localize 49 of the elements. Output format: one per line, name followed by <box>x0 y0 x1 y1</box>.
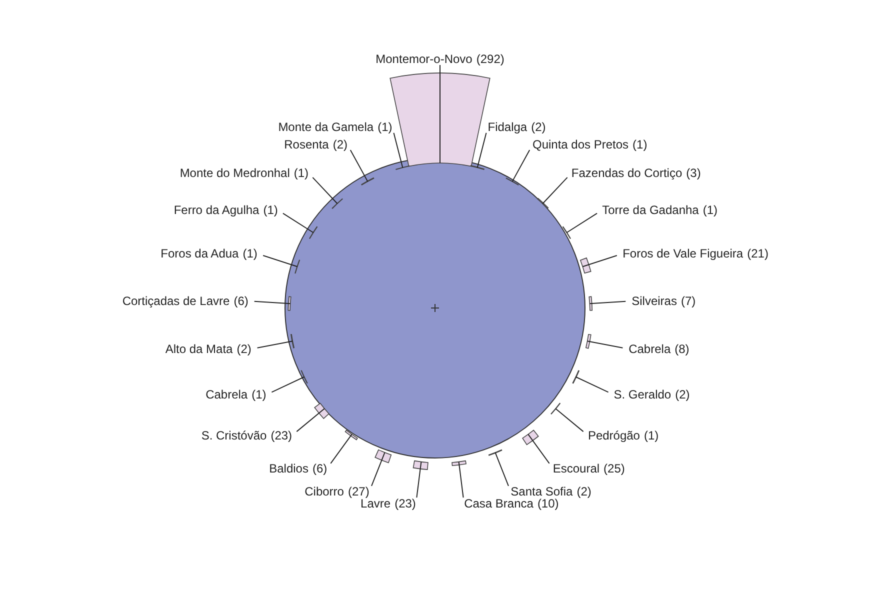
category-label: Silveiras <box>632 294 677 308</box>
data-label: (6) <box>312 461 328 476</box>
category-label: Ferro da Agulha <box>174 203 260 218</box>
data-label: (1) <box>294 166 309 180</box>
data-label: (2) <box>236 342 252 356</box>
category-label: Baldios <box>269 461 308 476</box>
category-label: Alto da Mata <box>165 342 234 356</box>
data-label: (7) <box>680 294 696 308</box>
category-label: Cabrela <box>628 342 671 356</box>
data-label: (2) <box>531 120 546 134</box>
data-label: (2) <box>332 138 348 152</box>
category-label: Quinta dos Pretos <box>532 138 629 152</box>
category-label: Monte da Gamela <box>278 120 374 134</box>
data-label: (8) <box>674 342 690 356</box>
data-label: (1) <box>644 428 659 442</box>
data-label: (25) <box>604 461 625 476</box>
category-label: Casa Branca <box>464 496 534 510</box>
data-label: (1) <box>252 388 266 402</box>
category-label: Escoural <box>552 461 600 476</box>
data-label: (1) <box>242 246 258 261</box>
data-label: (21) <box>747 246 768 261</box>
category-label: Cabrela <box>206 388 248 402</box>
data-label: (2) <box>576 484 592 499</box>
data-label: (2) <box>675 388 690 402</box>
category-label: S. Geraldo <box>614 388 672 402</box>
data-label: (1) <box>263 203 278 218</box>
data-label: (1) <box>378 120 392 134</box>
data-label: (27) <box>348 484 370 499</box>
data-label: (1) <box>702 203 718 218</box>
data-label: (292) <box>476 52 504 66</box>
category-label: Rosenta <box>284 138 330 152</box>
data-label: (3) <box>686 166 701 180</box>
category-label: S. Cristóvão <box>201 428 268 442</box>
data-label: (23) <box>270 428 292 442</box>
category-label: Fidalga <box>488 120 528 134</box>
category-label: Foros da Adua <box>160 246 240 261</box>
category-label: Torre da Gadanha <box>602 203 700 218</box>
data-label: (1) <box>632 138 648 152</box>
category-label: Ciborro <box>304 484 344 499</box>
category-label: Santa Sofia <box>510 484 574 499</box>
category-label: Montemor-o-Novo <box>376 52 473 66</box>
data-label: (10) <box>537 496 559 510</box>
category-label: Fazendas do Cortiço <box>571 166 682 180</box>
data-label: (6) <box>234 294 248 308</box>
category-label: Foros de Vale Figueira <box>622 246 744 261</box>
category-label: Cortiçadas de Lavre <box>122 294 230 308</box>
category-label: Monte do Medronhal <box>180 166 290 180</box>
data-label: (23) <box>394 496 416 510</box>
category-label: Pedrógão <box>588 428 640 442</box>
